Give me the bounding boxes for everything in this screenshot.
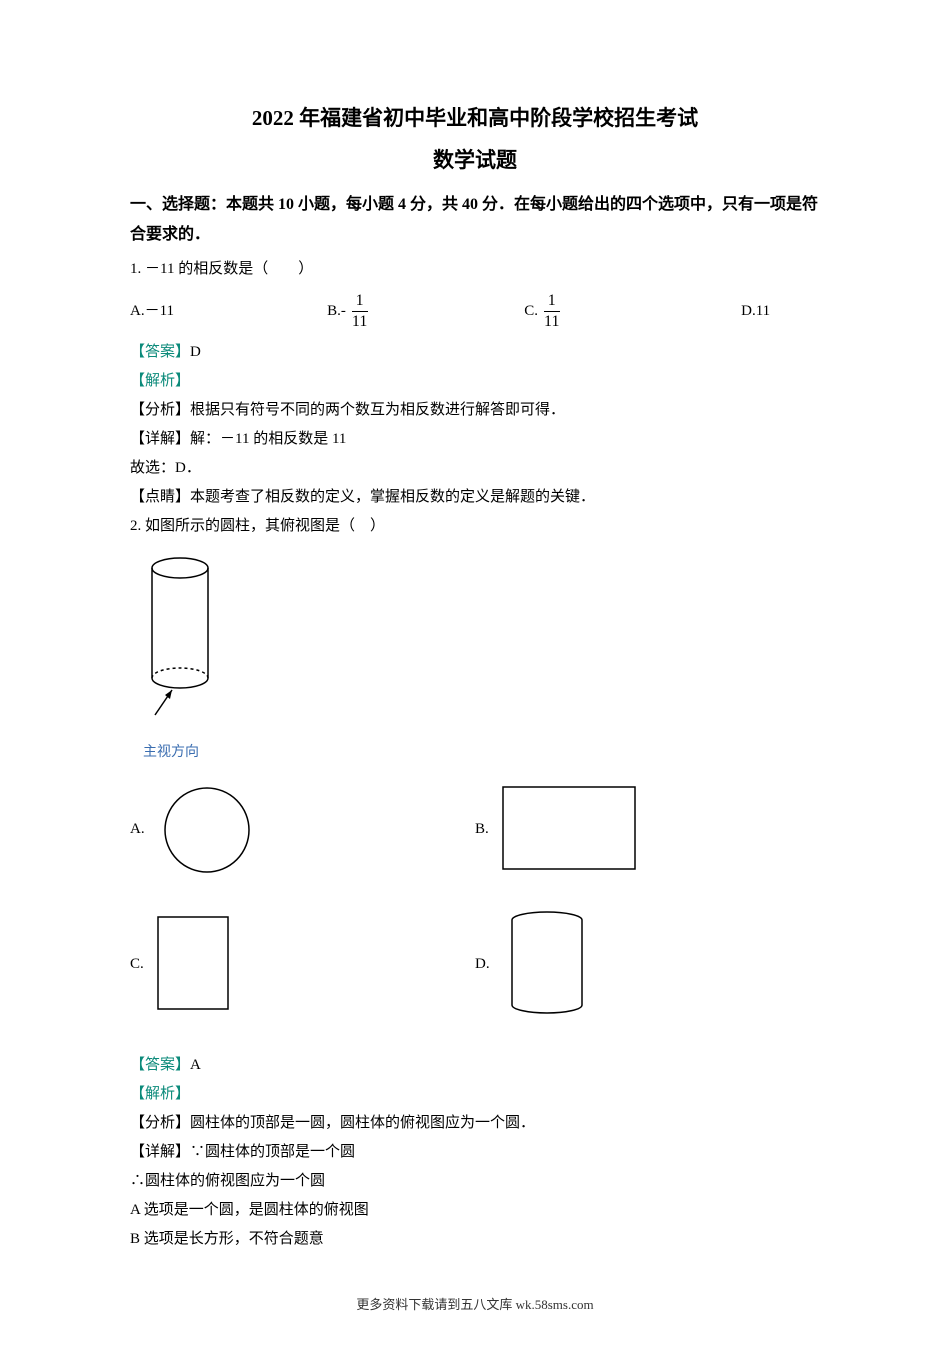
option-b-neg: - — [341, 298, 346, 325]
shape-option-b: B. — [475, 780, 820, 880]
option-a-label: A. — [130, 816, 145, 843]
option-b-fraction: 1 11 — [348, 291, 371, 330]
point: 【点睛】本题考查了相反数的定义，掌握相反数的定义是解题的关键． — [130, 484, 820, 511]
detail-2: ∴圆柱体的俯视图应为一个圆 — [130, 1168, 820, 1195]
option-b: B. - 1 11 — [327, 291, 524, 330]
analysis-fx-2: 【分析】圆柱体的顶部是一圆，圆柱体的俯视图应为一个圆． — [130, 1110, 820, 1137]
answer-label: 【答案】 — [130, 344, 190, 360]
answer-value: D — [190, 344, 201, 360]
cylinder-svg — [135, 550, 225, 730]
detail-1: 【详解】∵圆柱体的顶部是一个圆 — [130, 1139, 820, 1166]
shape-option-a: A. — [130, 780, 475, 880]
section-1-heading: 一、选择题：本题共 10 小题，每小题 4 分，共 40 分．在每小题给出的四个… — [130, 190, 820, 251]
fraction-denominator: 11 — [348, 312, 371, 331]
exam-title-main: 2022 年福建省初中毕业和高中阶段学校招生考试 — [130, 100, 820, 138]
fraction-numerator: 1 — [352, 291, 368, 311]
option-d: D. 11 — [741, 298, 820, 325]
page-footer: 更多资料下载请到五八文库 wk.58sms.com — [130, 1293, 820, 1316]
question-1-stem: 1. －11 的相反数是（ ） — [130, 256, 820, 283]
exam-title-sub: 数学试题 — [130, 142, 820, 180]
option-c-label: C. — [130, 951, 144, 978]
rectangle-wide-shape — [501, 785, 641, 875]
option-a: A. －11 — [130, 298, 327, 325]
option-c: C. 1 11 — [524, 291, 741, 330]
detail: 【详解】解：－11 的相反数是 11 — [130, 426, 820, 453]
question-2-options: A. B. C. D. — [130, 780, 820, 1050]
answer-value: A — [190, 1057, 201, 1073]
answer-line-2: 【答案】A — [130, 1052, 820, 1079]
analysis-fx: 【分析】根据只有符号不同的两个数互为相反数进行解答即可得． — [130, 397, 820, 424]
view-direction-label: 主视方向 — [143, 740, 820, 765]
analysis-label-2: 【解析】 — [130, 1081, 820, 1108]
question-1-options: A. －11 B. - 1 11 C. 1 11 D. 11 — [130, 291, 820, 330]
detail-4: B 选项是长方形，不符合题意 — [130, 1226, 820, 1253]
option-c-fraction: 1 11 — [540, 291, 563, 330]
question-2-stem: 2. 如图所示的圆柱，其俯视图是（ ） — [130, 513, 820, 540]
shape-option-c: C. — [130, 910, 475, 1020]
answer-line: 【答案】D — [130, 339, 820, 366]
option-b-label: B. — [475, 816, 489, 843]
cylinder-figure: 主视方向 — [135, 550, 820, 765]
detail-3: A 选项是一个圆，是圆柱体的俯视图 — [130, 1197, 820, 1224]
option-b-label: B. — [327, 298, 341, 325]
circle-shape — [157, 780, 257, 880]
option-a-label: A. — [130, 298, 145, 325]
answer-label: 【答案】 — [130, 1057, 190, 1073]
option-a-value: －11 — [145, 298, 174, 325]
therefore: 故选：D． — [130, 455, 820, 482]
rectangle-tall-shape — [156, 915, 236, 1015]
open-cylinder-shape — [502, 910, 592, 1020]
shape-option-d: D. — [475, 910, 820, 1020]
option-d-label: D. — [741, 298, 756, 325]
fraction-numerator: 1 — [544, 291, 560, 311]
option-c-label: C. — [524, 298, 538, 325]
analysis-label: 【解析】 — [130, 368, 820, 395]
option-d-label: D. — [475, 951, 490, 978]
option-d-value: 11 — [756, 298, 770, 325]
fraction-denominator: 11 — [540, 312, 563, 331]
